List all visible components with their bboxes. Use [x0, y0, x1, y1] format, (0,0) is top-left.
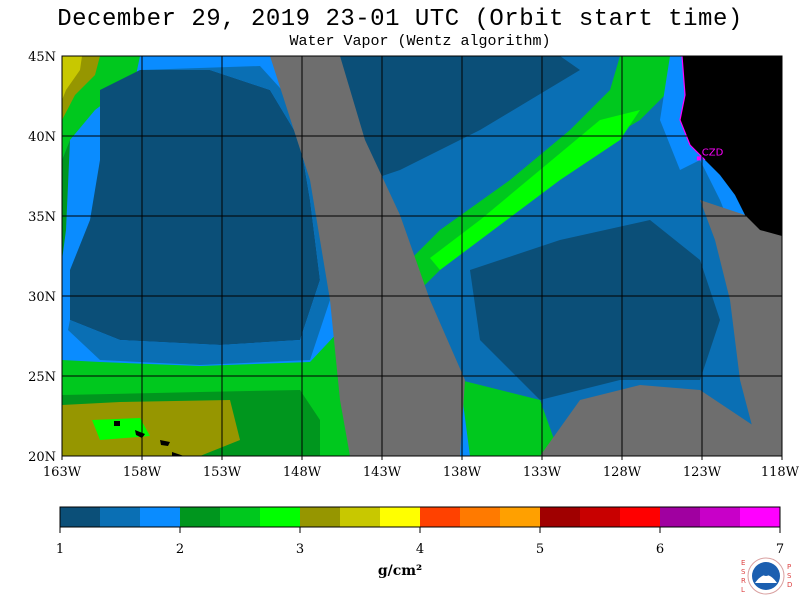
- colorbar-swatch: [100, 507, 140, 527]
- no-data-coast: [700, 200, 782, 456]
- station-label: CZD: [702, 147, 724, 158]
- colorbar-swatch: [740, 507, 780, 527]
- lon-label: 123W: [683, 465, 722, 480]
- lon-label: 163W: [43, 465, 82, 480]
- colorbar-swatch: [300, 507, 340, 527]
- colorbar-swatch: [580, 507, 620, 527]
- svg-text:L: L: [741, 586, 745, 594]
- lon-label: 143W: [363, 465, 402, 480]
- colorbar-swatch: [620, 507, 660, 527]
- transition-w: [68, 66, 330, 365]
- moist-peak-nw: [62, 56, 82, 100]
- station-marker: CZD: [696, 147, 724, 161]
- lon-label: 148W: [283, 465, 322, 480]
- svg-text:E: E: [741, 559, 745, 567]
- colorbar-swatch: [60, 507, 100, 527]
- moist-peak-s: [62, 400, 240, 456]
- lat-label: 25N: [28, 370, 56, 385]
- colorbar-tick-label: 7: [776, 542, 784, 557]
- colorbar-swatch: [380, 507, 420, 527]
- colorbar-tick-label: 4: [416, 542, 424, 557]
- lat-label: 45N: [28, 50, 56, 65]
- colorbar-swatch: [700, 507, 740, 527]
- colorbar-tick-label: 1: [56, 542, 64, 557]
- colorbar-unit-label: g/cm²: [377, 563, 423, 579]
- island-maui: [160, 440, 170, 446]
- land-california: [680, 56, 782, 236]
- svg-text:P: P: [787, 563, 791, 571]
- moist-cell-s: [92, 418, 150, 440]
- colorbar-swatch: [260, 507, 300, 527]
- island-hawaii: [172, 452, 184, 456]
- station-dot: [696, 156, 701, 161]
- lon-label: 128W: [603, 465, 642, 480]
- lat-lon-grid: [61, 55, 783, 460]
- svg-text:S: S: [787, 572, 792, 580]
- svg-text:D: D: [787, 581, 792, 589]
- colorbar-swatch: [180, 507, 220, 527]
- dry-core-se: [470, 220, 720, 400]
- atmospheric-river-core: [430, 110, 640, 270]
- colorbar-swatch: [660, 507, 700, 527]
- no-data-swath-2: [540, 385, 782, 456]
- island-kauai: [114, 421, 120, 426]
- page-subtitle: Water Vapor (Wentz algorithm): [289, 33, 551, 50]
- map-frame: [61, 55, 783, 457]
- colorbar-swatch: [140, 507, 180, 527]
- lat-label: 30N: [28, 290, 56, 305]
- colorbar-swatch: [420, 507, 460, 527]
- colorbar: 1 2 3 4 5 6 7: [56, 506, 784, 557]
- lat-label: 20N: [28, 450, 56, 465]
- moist-band-se: [460, 380, 560, 456]
- lon-label: 138W: [443, 465, 482, 480]
- lon-label: 153W: [203, 465, 242, 480]
- colorbar-tick-label: 2: [176, 542, 184, 557]
- svg-text:R: R: [741, 577, 746, 585]
- dry-basin-w: [70, 70, 320, 345]
- svg-text:S: S: [741, 568, 746, 576]
- page-title: December 29, 2019 23-01 UTC (Orbit start…: [57, 6, 743, 33]
- moist-strip-w: [62, 140, 70, 260]
- lon-label: 118W: [761, 465, 800, 480]
- no-data-swath-1: [270, 56, 465, 456]
- colorbar-tick-label: 6: [656, 542, 664, 557]
- lon-label: 133W: [523, 465, 562, 480]
- noaa-esrl-psd-logo: E S R L P S D: [741, 557, 792, 595]
- colorbar-tick-label: 3: [296, 542, 304, 557]
- lat-label: 35N: [28, 210, 56, 225]
- map-field: [62, 56, 782, 456]
- colorbar-swatch: [340, 507, 380, 527]
- colorbar-swatch: [460, 507, 500, 527]
- coastline: [679, 56, 706, 161]
- colorbar-tick-label: 5: [536, 542, 544, 557]
- dry-core-ne: [340, 56, 580, 180]
- colorbar-swatch: [220, 507, 260, 527]
- colorbar-swatch: [500, 507, 540, 527]
- colorbar-swatch: [540, 507, 580, 527]
- lon-label: 158W: [123, 465, 162, 480]
- lat-label: 40N: [28, 130, 56, 145]
